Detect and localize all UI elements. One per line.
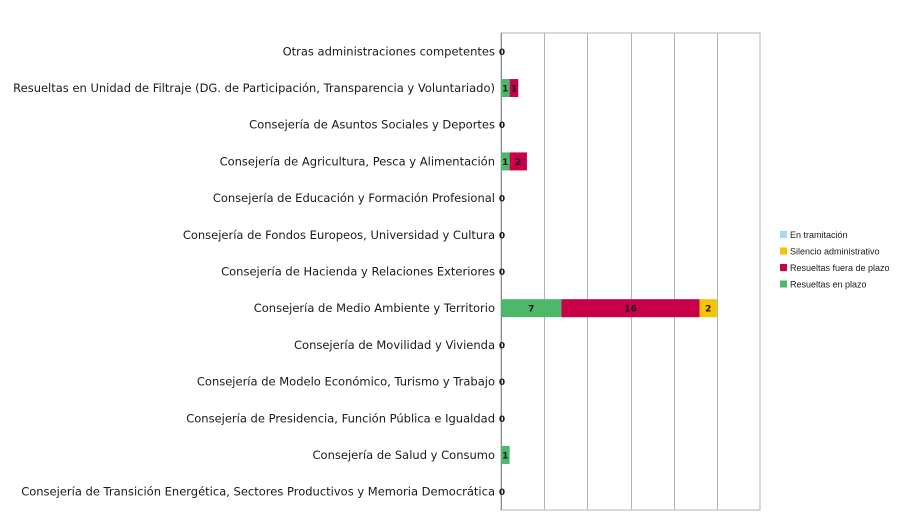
- data-label: 0: [499, 48, 505, 58]
- category-label: Consejería de Hacienda y Relaciones Exte…: [221, 265, 495, 279]
- data-label: 16: [624, 305, 637, 315]
- data-label: 0: [499, 415, 505, 425]
- category-label: Consejería de Movilidad y Vivienda: [294, 338, 495, 352]
- data-label: 0: [499, 378, 505, 388]
- data-label: 1: [502, 451, 508, 461]
- bar-segment: [501, 152, 510, 171]
- legend-label: Resueltas en plazo: [790, 280, 867, 290]
- data-label: 0: [499, 121, 505, 131]
- category-label: Consejería de Presidencia, Función Públi…: [186, 411, 495, 425]
- data-label: 1: [511, 85, 517, 95]
- category-label: Consejería de Asuntos Sociales y Deporte…: [249, 118, 495, 132]
- plot-area: [500, 32, 761, 511]
- bar-segment: [699, 299, 717, 318]
- data-label: 0: [499, 268, 505, 278]
- data-label: 0: [499, 231, 505, 241]
- legend-swatch: [780, 280, 787, 288]
- bar-segment: [509, 79, 519, 98]
- bar-segment: [501, 79, 510, 98]
- category-label: Consejería de Educación y Formación Prof…: [213, 191, 495, 205]
- bar-segment: [509, 152, 527, 171]
- legend-label: Silencio administrativo: [790, 247, 880, 257]
- category-label: Consejería de Modelo Económico, Turismo …: [197, 375, 495, 389]
- category-label: Resueltas en Unidad de Filtraje (DG. de …: [13, 81, 495, 95]
- bar-segment: [501, 299, 562, 318]
- legend-swatch: [780, 247, 787, 255]
- data-label: 2: [705, 305, 711, 315]
- data-label: 1: [502, 85, 508, 95]
- bar-segment: [501, 445, 510, 464]
- category-label: Consejería de Medio Ambiente y Territori…: [254, 301, 495, 315]
- data-label: 2: [515, 158, 521, 168]
- legend-label: En tramitación: [790, 230, 848, 240]
- category-label: Consejería de Transición Energética, Sec…: [21, 485, 495, 499]
- data-label: 7: [528, 305, 534, 315]
- data-label: 1: [502, 158, 508, 168]
- bar-segment: [561, 299, 700, 318]
- category-label: Consejería de Agricultura, Pesca y Alime…: [220, 154, 495, 168]
- data-label: 0: [499, 488, 505, 498]
- data-label: 0: [499, 195, 505, 205]
- category-label: Consejería de Fondos Europeos, Universid…: [183, 228, 495, 242]
- data-label: 0: [499, 341, 505, 351]
- legend-swatch: [780, 231, 787, 238]
- category-label: Otras administraciones competentes: [283, 44, 495, 58]
- legend-label: Resueltas fuera de plazo: [790, 263, 890, 273]
- category-label: Consejería de Salud y Consumo: [313, 448, 495, 462]
- legend-swatch: [780, 264, 787, 271]
